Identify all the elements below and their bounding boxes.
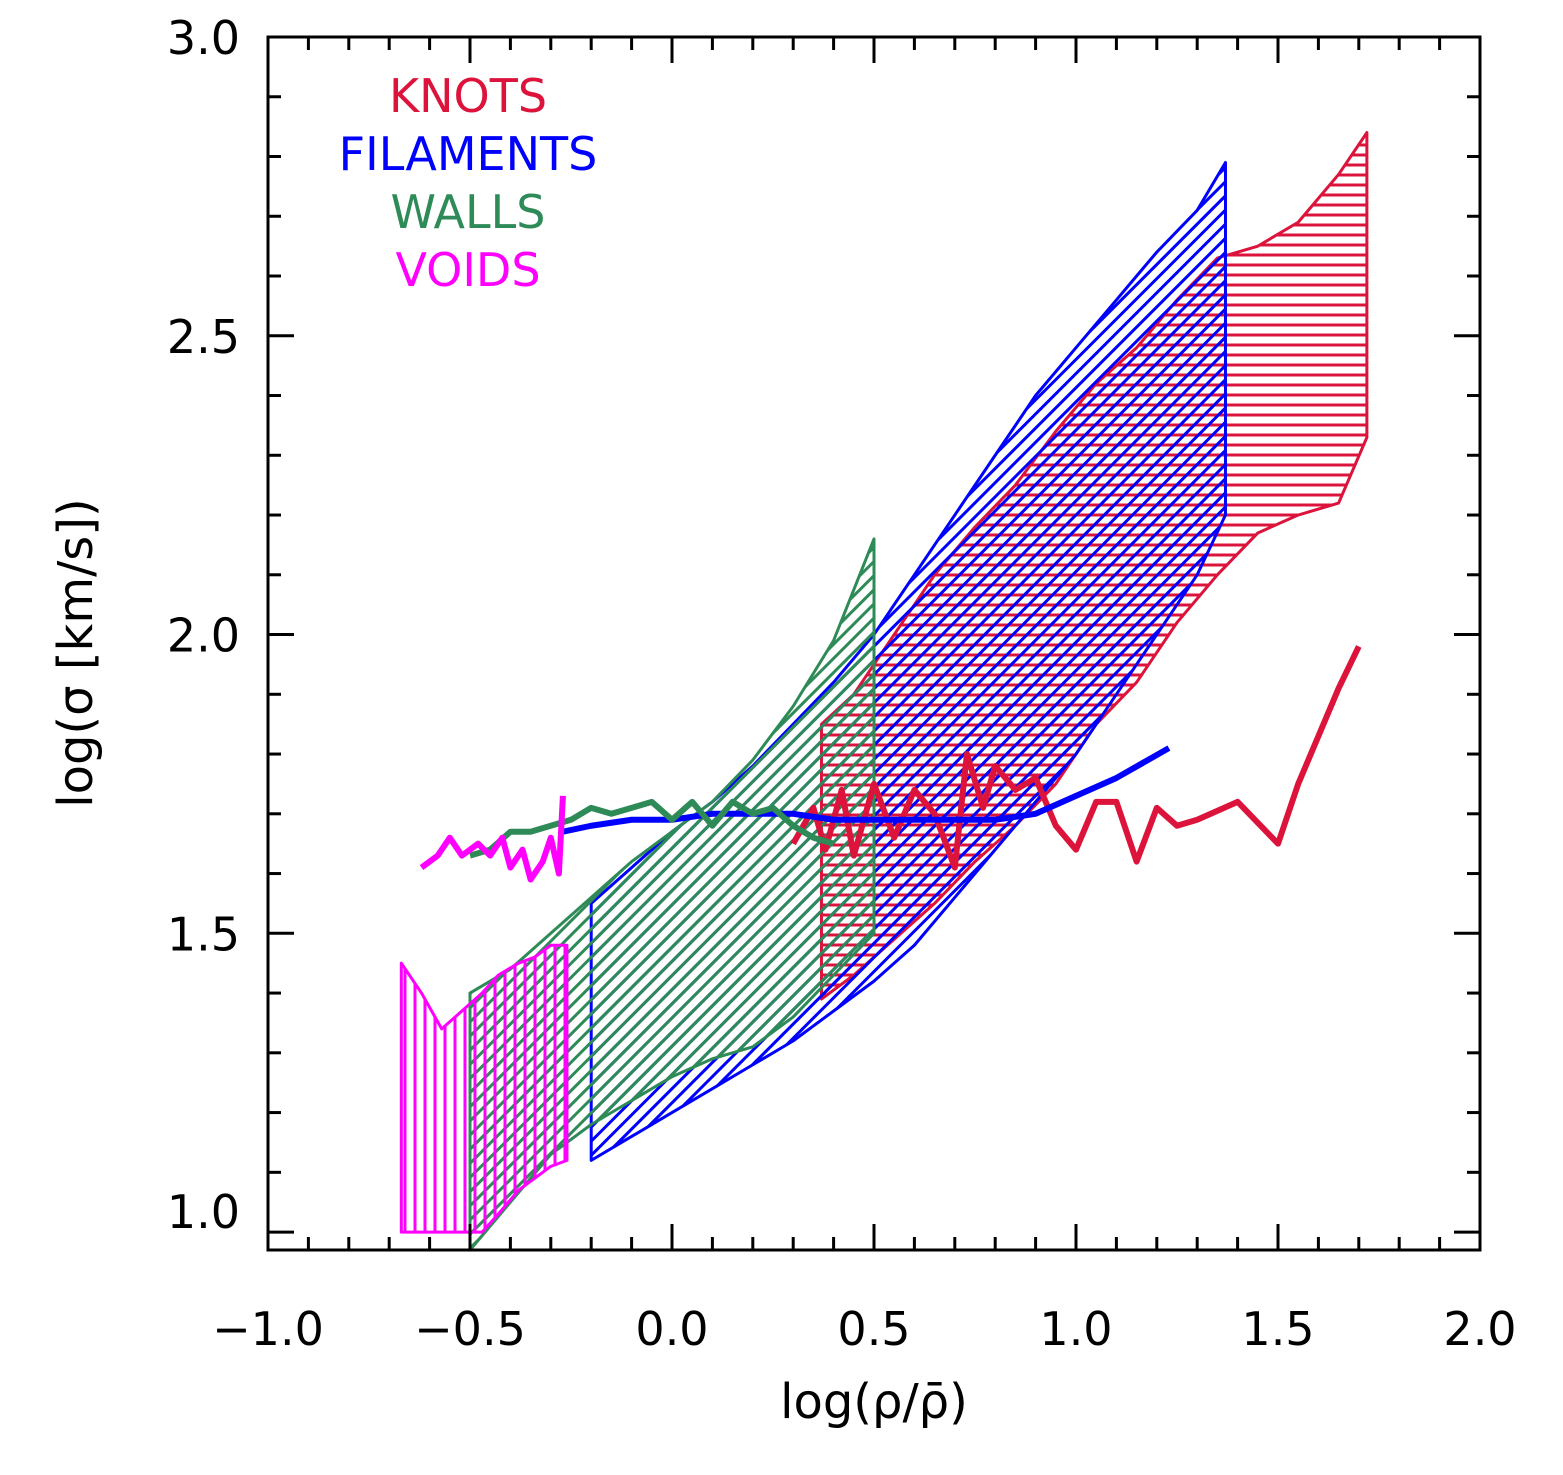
axes: −1.0 −0.5 0.0 0.5 1.0 1.5 2.0 1.0 1.5 2.0 2.5 3.0 — [167, 11, 1517, 1356]
y-axis-label: log(σ [km/s]) — [48, 498, 104, 808]
voids-median-line — [419, 795, 566, 883]
x-tick-label: 0.5 — [837, 1302, 910, 1356]
x-axis-label: log(ρ/ρ̄) — [780, 1374, 968, 1430]
legend-walls: WALLS — [391, 185, 546, 239]
y-tick-label: 2.0 — [167, 609, 240, 663]
legend-filaments: FILAMENTS — [339, 127, 598, 181]
median-lines — [419, 645, 1362, 883]
x-tick-label: 0.0 — [635, 1302, 708, 1356]
legend-voids: VOIDS — [395, 243, 540, 297]
legend-knots: KNOTS — [389, 69, 547, 123]
x-tick-label: 1.0 — [1039, 1302, 1112, 1356]
walls-median-line — [469, 798, 835, 859]
filaments-median-line — [562, 745, 1171, 835]
y-tick-label: 1.5 — [167, 907, 240, 961]
y-tick-label: 2.5 — [167, 310, 240, 364]
hatched-bands — [399, 131, 1369, 1252]
knots-median-line — [790, 645, 1362, 871]
walls-band — [468, 537, 876, 1252]
x-tick-label: −1.0 — [212, 1302, 324, 1356]
y-tick-label: 3.0 — [167, 11, 240, 65]
x-tick-label: −0.5 — [414, 1302, 526, 1356]
x-tick-label: 1.5 — [1241, 1302, 1314, 1356]
voids-band — [399, 943, 569, 1234]
y-tick-label: 1.0 — [167, 1185, 240, 1239]
x-tick-label: 2.0 — [1443, 1302, 1516, 1356]
